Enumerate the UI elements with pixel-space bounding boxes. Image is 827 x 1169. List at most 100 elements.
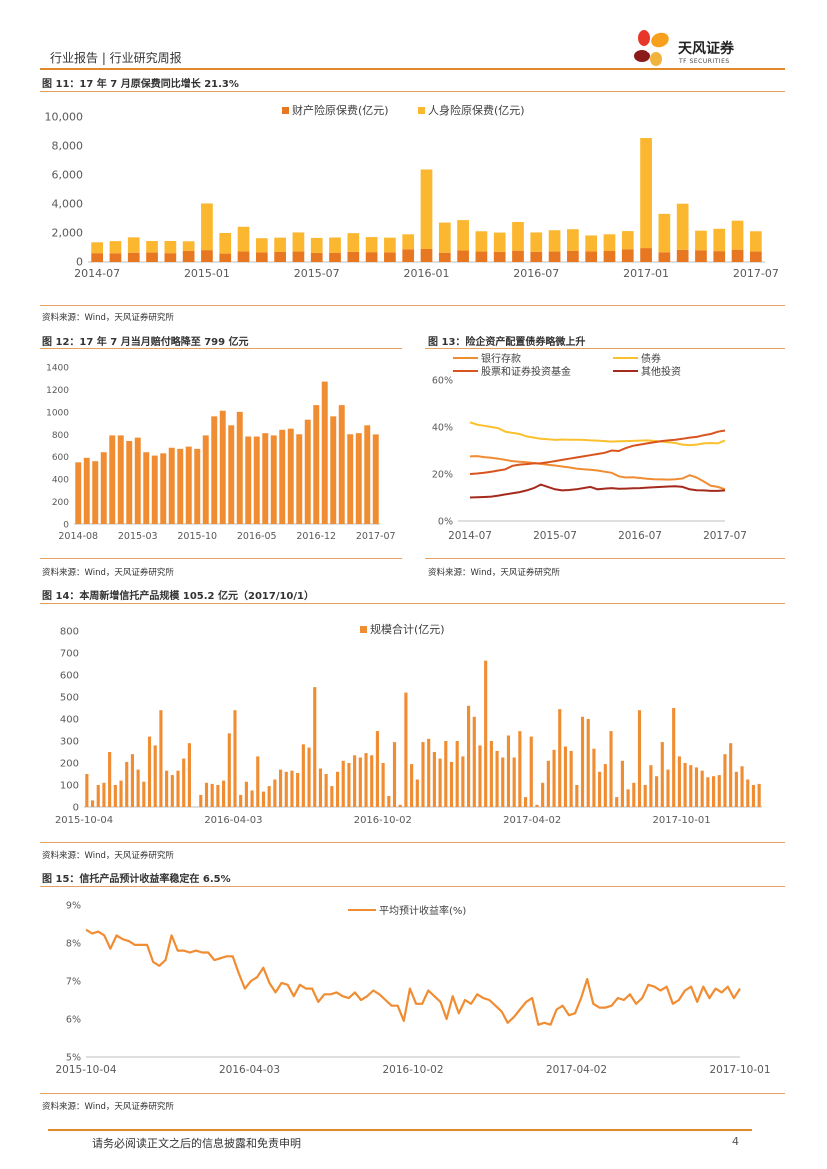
y-tick-label: 400 bbox=[52, 476, 69, 486]
bar-property-premium bbox=[512, 250, 524, 262]
header-divider bbox=[40, 68, 785, 70]
bar-trust-scale bbox=[677, 756, 681, 807]
bar-claims bbox=[236, 411, 243, 524]
bar-life-premium bbox=[329, 237, 341, 253]
bar-trust-scale bbox=[734, 771, 738, 807]
fig14-chart: 0 100 200 300 400 500 600 700 800 2015-10-04 2016-… bbox=[55, 622, 762, 826]
bar-trust-scale bbox=[740, 766, 744, 807]
bar-claims bbox=[109, 435, 116, 524]
y-tick-label: 2,000 bbox=[52, 227, 84, 240]
brand-name-en: TF SECURITIES bbox=[679, 58, 730, 65]
bar-trust-scale bbox=[558, 709, 562, 807]
bar-property-premium bbox=[109, 253, 122, 262]
fig13-top-rule bbox=[425, 348, 785, 349]
bar-trust-scale bbox=[598, 771, 602, 807]
bar-trust-scale bbox=[655, 776, 659, 807]
bar-trust-scale bbox=[501, 757, 505, 807]
x-tick-label: 2016-10-02 bbox=[382, 1064, 443, 1076]
fig13-chart: 0% 20% 40% 60% 2014-07 2015-07 2016-07 2017-07 银… bbox=[432, 352, 747, 542]
x-tick-label: 2014-07 bbox=[74, 267, 120, 280]
y-tick-label: 0 bbox=[76, 256, 83, 269]
bar-trust-scale bbox=[296, 772, 300, 807]
footer-disclaimer: 请务必阅读正文之后的信息披露和免责申明 bbox=[92, 1137, 301, 1150]
bar-trust-scale bbox=[580, 716, 585, 807]
bar-trust-scale bbox=[609, 731, 613, 807]
bar-trust-scale bbox=[244, 781, 248, 807]
bar-property-premium bbox=[475, 251, 488, 262]
bar-trust-scale bbox=[318, 768, 323, 807]
bar-claims bbox=[143, 452, 150, 524]
y-tick-label: 1200 bbox=[46, 386, 69, 396]
bar-trust-scale bbox=[432, 752, 436, 807]
bar-property-premium bbox=[237, 251, 250, 262]
bar-trust-scale bbox=[176, 770, 180, 807]
bar-property-premium bbox=[292, 251, 305, 262]
series-line bbox=[469, 421, 726, 447]
bar-life-premium bbox=[475, 231, 488, 252]
x-tick-label: 2015-07 bbox=[533, 530, 577, 542]
x-tick-label: 2016-05 bbox=[237, 531, 277, 542]
bar-trust-scale bbox=[632, 782, 636, 807]
bar-life-premium bbox=[402, 234, 415, 250]
bar-trust-scale bbox=[444, 741, 448, 807]
bar-property-premium bbox=[219, 253, 232, 262]
y-tick-label: 7% bbox=[66, 977, 81, 988]
y-tick-label: 8% bbox=[66, 939, 81, 950]
bar-life-premium bbox=[695, 230, 707, 251]
fig14-source: 资料来源：Wind，天风证券研究所 bbox=[42, 851, 174, 861]
fig12-top-rule bbox=[40, 348, 402, 349]
bar-claims bbox=[83, 457, 90, 524]
legend-swatch bbox=[282, 107, 289, 114]
bar-trust-scale bbox=[472, 716, 476, 807]
series-line bbox=[469, 455, 726, 491]
bar-life-premium bbox=[749, 231, 762, 252]
bar-property-premium bbox=[384, 252, 396, 262]
bar-claims bbox=[211, 416, 218, 524]
bar-claims bbox=[245, 436, 252, 524]
fig11-chart: 0 2,000 4,000 6,000 8,000 10,000 2014-07 2015-0… bbox=[45, 103, 779, 280]
y-tick-label: 1000 bbox=[46, 408, 69, 418]
bar-trust-scale bbox=[335, 771, 340, 807]
bar-life-premium bbox=[567, 229, 579, 251]
bar-trust-scale bbox=[153, 745, 157, 807]
y-tick-label: 5% bbox=[66, 1053, 81, 1064]
bar-claims bbox=[347, 434, 354, 524]
bar-claims bbox=[126, 441, 133, 524]
bar-trust-scale bbox=[683, 763, 687, 807]
x-tick-label: 2014-08 bbox=[58, 531, 98, 542]
bar-trust-scale bbox=[284, 771, 288, 807]
bar-trust-scale bbox=[694, 767, 699, 807]
bar-life-premium bbox=[731, 220, 744, 250]
bar-trust-scale bbox=[387, 796, 391, 807]
bar-claims bbox=[372, 434, 379, 524]
bar-trust-scale bbox=[495, 750, 499, 807]
bar-trust-scale bbox=[210, 783, 214, 807]
bar-trust-scale bbox=[438, 758, 442, 807]
bar-property-premium bbox=[658, 252, 671, 262]
footer-rule bbox=[48, 1129, 752, 1131]
bar-property-premium bbox=[420, 248, 433, 262]
y-tick-label: 40% bbox=[432, 423, 453, 434]
bar-trust-scale bbox=[546, 760, 550, 807]
bar-trust-scale bbox=[125, 761, 129, 807]
bar-life-premium bbox=[292, 232, 305, 252]
bar-trust-scale bbox=[398, 804, 402, 807]
bar-life-premium bbox=[621, 231, 634, 250]
bar-trust-scale bbox=[108, 752, 112, 807]
y-tick-label: 400 bbox=[60, 715, 79, 726]
bar-trust-scale bbox=[461, 756, 465, 807]
bar-trust-scale bbox=[341, 760, 345, 807]
bar-trust-scale bbox=[592, 748, 596, 807]
bar-trust-scale bbox=[643, 785, 647, 807]
bar-trust-scale bbox=[751, 785, 756, 807]
legend-label: 债券 bbox=[641, 352, 661, 365]
bar-claims bbox=[100, 452, 107, 524]
bar-claims bbox=[321, 381, 328, 524]
bar-trust-scale bbox=[427, 738, 431, 807]
bar-trust-scale bbox=[119, 780, 123, 807]
bar-trust-scale bbox=[239, 794, 243, 807]
bar-property-premium bbox=[182, 250, 195, 262]
bar-trust-scale bbox=[712, 776, 716, 807]
x-tick-label: 2016-12 bbox=[296, 531, 336, 542]
bar-trust-scale bbox=[250, 790, 254, 807]
